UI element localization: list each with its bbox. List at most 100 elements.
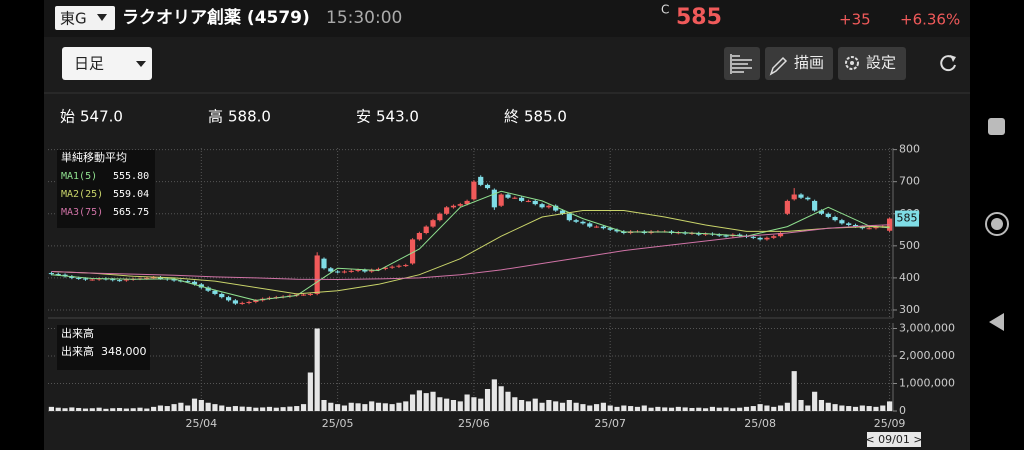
volume-bar — [335, 404, 341, 411]
change-pct: +6.36% — [900, 11, 960, 29]
candle-body — [846, 223, 852, 225]
x-tick-label: 25/09 — [874, 417, 906, 430]
candle-body — [444, 207, 450, 214]
candle-body — [348, 270, 354, 272]
volume-bar — [321, 400, 327, 411]
candle-body — [300, 294, 307, 296]
volume-bar — [750, 406, 756, 411]
volume-bar — [668, 407, 675, 411]
volume-bar — [457, 401, 463, 411]
volume-bar — [341, 405, 348, 411]
legend-name: MA2(25) — [61, 189, 103, 200]
volume-bar — [832, 404, 838, 411]
summary-value: 588.0 — [228, 108, 271, 126]
stock-name: ラクオリア創薬 (4579) — [122, 7, 310, 28]
volume-bar — [89, 408, 95, 411]
candle-body — [69, 276, 75, 278]
candle-body — [123, 279, 129, 281]
candle-body — [335, 271, 341, 273]
settings-button[interactable]: 設定 — [838, 47, 906, 80]
candle-body — [403, 265, 409, 267]
x-tick-label: 25/06 — [458, 417, 490, 430]
volume-bar — [396, 402, 402, 411]
volume-bar — [491, 379, 497, 411]
volume-bar — [403, 401, 409, 411]
nav-home[interactable] — [985, 212, 1009, 236]
legend-name: 出来高 — [61, 344, 94, 358]
volume-bar — [587, 405, 593, 411]
legend-box — [57, 325, 150, 370]
volume-bar — [873, 406, 879, 411]
volume-bar — [696, 407, 702, 411]
candle-body — [703, 233, 709, 235]
candle-body — [484, 184, 491, 189]
volume-bar — [812, 391, 818, 411]
volume-bar — [784, 402, 790, 411]
candle-body — [757, 237, 763, 240]
candle-body — [225, 297, 232, 301]
volume-bar — [144, 408, 150, 411]
volume-bar — [205, 402, 211, 411]
volume-bar — [178, 402, 184, 411]
volume-bar — [123, 408, 129, 411]
volume-bar — [730, 408, 736, 411]
chart: 25/0425/0525/0625/0725/0825/093004005006… — [48, 143, 955, 430]
candle-body — [375, 268, 382, 270]
volume-bar — [348, 402, 354, 411]
candle-body — [737, 234, 743, 236]
button-bg — [765, 47, 833, 80]
candle-body — [812, 200, 818, 211]
nav-back[interactable] — [989, 313, 1004, 331]
draw-label: 描画 — [794, 54, 824, 72]
volume-bar — [171, 404, 177, 411]
refresh-arrow — [950, 55, 956, 62]
period-select[interactable]: 日足 — [62, 47, 152, 80]
candle-body — [525, 200, 532, 202]
draw-button[interactable]: 描画 — [765, 47, 833, 80]
volume-bar — [655, 406, 661, 411]
legend-name: MA3(75) — [61, 207, 103, 218]
legend-value: 565.75 — [113, 207, 149, 218]
volume-bar — [703, 408, 709, 411]
candle-body — [430, 220, 436, 227]
exchange-select[interactable]: 東G — [55, 6, 115, 30]
volume-bar — [539, 402, 545, 411]
candle-body — [82, 278, 89, 280]
volume-bar — [764, 405, 770, 411]
candle-body — [471, 181, 477, 200]
candle-body — [532, 200, 538, 205]
ohlc-summary: 始 547.0 高 588.0 安 543.0 終 585.0 — [60, 108, 567, 126]
refresh-button[interactable] — [940, 55, 956, 72]
volume-bar — [887, 401, 893, 411]
period: 日足 — [74, 55, 104, 73]
button-bg — [838, 47, 906, 80]
candle-body — [839, 220, 845, 224]
volume-bar — [689, 407, 695, 411]
indicator-button[interactable] — [724, 47, 760, 80]
volume-bar — [96, 407, 102, 411]
volume-bar — [771, 406, 777, 411]
candle-body — [573, 220, 579, 222]
exchange-box — [55, 6, 115, 30]
x-tick-label: 25/08 — [744, 417, 776, 430]
volume-bar — [137, 407, 143, 411]
volume-bar — [300, 404, 307, 411]
candle-body — [307, 293, 313, 295]
settings-label: 設定 — [866, 54, 896, 72]
y-tick-label: 1,000,000 — [899, 377, 955, 390]
volume-bar — [198, 400, 204, 411]
pencil-icon — [769, 56, 788, 76]
nav-recent[interactable] — [988, 118, 1005, 135]
candle-body — [321, 258, 327, 269]
candle-body — [423, 226, 429, 233]
candle-body — [566, 213, 572, 221]
legend-value: 555.80 — [113, 171, 149, 182]
candle-body — [832, 216, 838, 221]
volume-bar — [130, 408, 136, 411]
volume-bar — [825, 402, 831, 411]
volume-bar — [553, 401, 559, 411]
volume-bar — [437, 397, 443, 411]
volume-bar — [382, 403, 388, 411]
candle-body — [253, 300, 259, 302]
candle-body — [491, 189, 497, 208]
